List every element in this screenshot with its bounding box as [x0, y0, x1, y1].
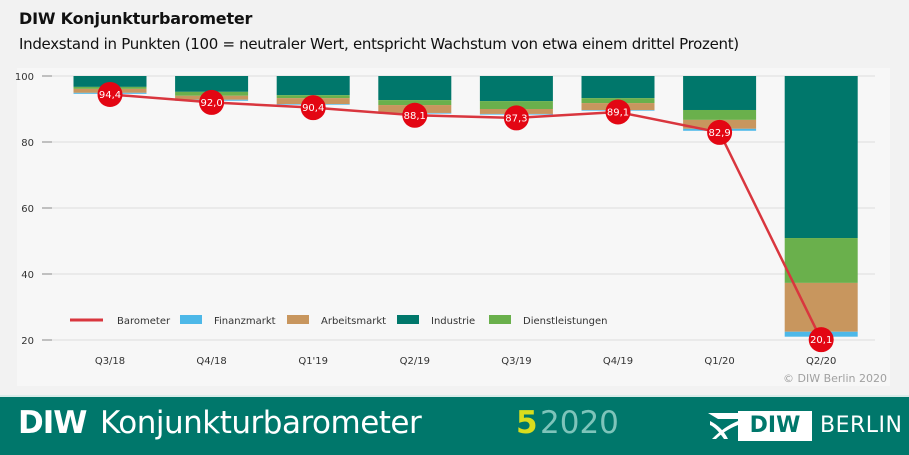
footer-brand: DIW — [18, 405, 87, 441]
bar-segment-industrie — [784, 76, 858, 239]
copyright: © DIW Berlin 2020 — [783, 372, 887, 385]
barometer-marker — [503, 105, 529, 131]
legend-label-barometer: Barometer — [117, 316, 171, 327]
x-tick-label: Q1'19 — [298, 356, 328, 367]
x-tick-label: Q4/18 — [196, 356, 226, 367]
bar-segment-industrie — [479, 76, 553, 102]
bar-segment-industrie — [683, 76, 757, 110]
legend-label-arbeitsmarkt: Arbeitsmarkt — [321, 316, 386, 327]
legend-label-finanzmarkt: Finanzmarkt — [214, 316, 276, 327]
bar-segment-dienstleistungen — [683, 109, 757, 120]
x-tick-label: Q1/20 — [704, 356, 734, 367]
barometer-line — [109, 93, 823, 341]
y-tick-label: 20 — [21, 336, 34, 347]
barometer-marker — [402, 102, 428, 128]
bar-segment-industrie — [378, 76, 452, 101]
chart-title: DIW Konjunkturbarometer — [19, 9, 253, 28]
legend-swatch-arbeitsmarkt — [287, 315, 309, 324]
barometer-value-label: 94,4 — [99, 90, 121, 101]
barometer-marker — [199, 89, 225, 115]
barometer-marker — [808, 327, 834, 353]
chart-canvas: 100 80 60 40 20 Q3/18 Q4/18 Q1'19 Q2/19 Q3/19 Q4/1… — [15, 72, 875, 367]
y-tick-label: 80 — [21, 138, 34, 149]
x-tick-label: Q3/18 — [95, 356, 125, 367]
barometer-value-label: 92,0 — [200, 98, 222, 109]
legend-label-industrie: Industrie — [431, 316, 475, 327]
barometer-value-label: 90,4 — [302, 103, 324, 114]
legend-swatch-finanzmarkt — [180, 315, 202, 324]
barometer-marker — [97, 81, 123, 107]
bar-segment-dienstleistungen — [479, 101, 553, 109]
legend-swatch-industrie — [397, 315, 419, 324]
bar-segment-dienstleistungen — [784, 238, 858, 283]
y-tick-label: 60 — [21, 204, 34, 215]
y-tick-label: 100 — [15, 72, 34, 83]
barometer-value-label: 88,1 — [404, 111, 426, 122]
y-tick-label: 40 — [21, 270, 34, 281]
bar-segment-dienstleistungen — [378, 100, 452, 106]
barometer-marker — [707, 119, 733, 145]
footer-issue-number: 5 — [516, 405, 538, 441]
barometer-marker — [300, 95, 326, 121]
footer-publication-name: Konjunkturbarometer — [100, 405, 422, 441]
barometer-value-label: 82,9 — [708, 128, 730, 139]
legend-swatch-dienstleistungen — [489, 315, 511, 324]
bar-segment-industrie — [276, 76, 350, 96]
legend-label-dienstleistungen: Dienstleistungen — [523, 316, 607, 327]
barometer-value-label: 89,1 — [607, 107, 629, 118]
barometer-value-label: 20,1 — [810, 335, 832, 346]
logo-diw-box: DIW — [738, 411, 812, 441]
x-tick-label: Q2/19 — [400, 356, 430, 367]
bar-segment-industrie — [581, 76, 655, 99]
logo-berlin-text: BERLIN — [820, 413, 903, 438]
barometer-marker — [605, 99, 631, 125]
x-tick-label: Q3/19 — [501, 356, 531, 367]
footer-banner: DIW Konjunkturbarometer 5 2020 DIW BERLI… — [0, 395, 909, 455]
barometer-value-label: 87,3 — [505, 113, 527, 124]
footer-year: 2020 — [540, 405, 619, 441]
diw-logo-mark-icon — [708, 413, 738, 439]
bar-segment-industrie — [73, 76, 147, 87]
x-tick-label: Q2/20 — [806, 356, 836, 367]
diw-berlin-logo: DIW BERLIN — [708, 411, 902, 441]
chart-subtitle: Indexstand in Punkten (100 = neutraler W… — [19, 35, 739, 53]
x-tick-label: Q4/19 — [603, 356, 633, 367]
bar-segment-industrie — [175, 76, 249, 92]
